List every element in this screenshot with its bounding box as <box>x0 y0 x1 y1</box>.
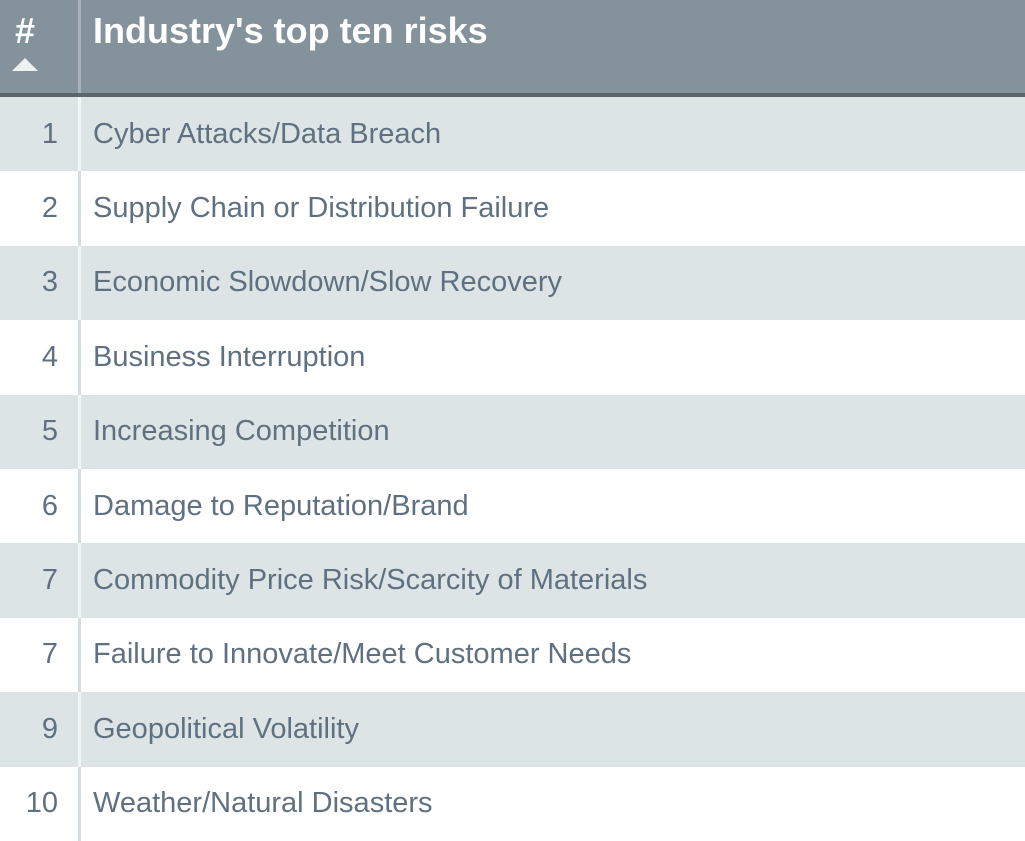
risk-cell: Commodity Price Risk/Scarcity of Materia… <box>78 543 1025 618</box>
risk-cell: Damage to Reputation/Brand <box>78 468 1025 544</box>
table-row: 1 Cyber Attacks/Data Breach <box>0 97 1025 172</box>
rank-cell: 5 <box>0 395 78 469</box>
risk-cell: Geopolitical Volatility <box>78 692 1025 767</box>
risk-label: Increasing Competition <box>93 415 390 448</box>
rank-header-stack: # <box>12 13 38 71</box>
table-row: 4 Business Interruption <box>0 320 1025 395</box>
rank-value: 6 <box>41 489 58 522</box>
risk-label: Weather/Natural Disasters <box>93 787 433 820</box>
rank-cell: 1 <box>0 97 78 171</box>
table-row: 7 Commodity Price Risk/Scarcity of Mater… <box>0 543 1025 618</box>
risk-label: Damage to Reputation/Brand <box>93 489 469 522</box>
risk-cell: Business Interruption <box>78 320 1025 395</box>
risk-label: Commodity Price Risk/Scarcity of Materia… <box>93 564 648 597</box>
table-body: 1 Cyber Attacks/Data Breach 2 Supply Cha… <box>0 97 1025 841</box>
rank-cell: 7 <box>0 543 78 617</box>
rank-value: 5 <box>41 415 58 448</box>
risk-cell: Economic Slowdown/Slow Recovery <box>78 245 1025 321</box>
risk-label: Economic Slowdown/Slow Recovery <box>93 266 563 299</box>
risk-label: Business Interruption <box>93 340 366 373</box>
rank-cell: 3 <box>0 246 78 320</box>
rank-value: 2 <box>41 192 58 225</box>
risk-label: Supply Chain or Distribution Failure <box>93 192 550 225</box>
table-row: 9 Geopolitical Volatility <box>0 692 1025 767</box>
rank-value: 7 <box>41 564 58 597</box>
table-header-row: # Industry's top ten risks <box>0 0 1025 97</box>
rank-cell: 6 <box>0 469 78 543</box>
risk-cell: Cyber Attacks/Data Breach <box>78 97 1025 172</box>
risk-cell: Weather/Natural Disasters <box>78 766 1025 841</box>
table-row: 10 Weather/Natural Disasters <box>0 766 1025 841</box>
risk-cell: Supply Chain or Distribution Failure <box>78 171 1025 246</box>
risk-cell: Increasing Competition <box>78 394 1025 469</box>
rank-value: 4 <box>41 340 58 373</box>
risk-cell: Failure to Innovate/Meet Customer Needs <box>78 617 1025 693</box>
rank-cell: 2 <box>0 171 78 245</box>
risk-label: Cyber Attacks/Data Breach <box>93 117 442 150</box>
rank-cell: 4 <box>0 320 78 394</box>
rank-cell: 9 <box>0 692 78 766</box>
risk-label: Geopolitical Volatility <box>93 712 359 745</box>
table-row: 7 Failure to Innovate/Meet Customer Need… <box>0 617 1025 693</box>
rank-cell: 10 <box>0 767 78 841</box>
table-row: 3 Economic Slowdown/Slow Recovery <box>0 245 1025 321</box>
rank-cell: 7 <box>0 618 78 692</box>
table-row: 5 Increasing Competition <box>0 394 1025 469</box>
risks-column-header-label: Industry's top ten risks <box>93 10 488 51</box>
table-row: 2 Supply Chain or Distribution Failure <box>0 171 1025 246</box>
risks-column-header[interactable]: Industry's top ten risks <box>78 0 1025 93</box>
rank-value: 10 <box>25 787 58 820</box>
rank-value: 3 <box>41 266 58 299</box>
rank-column-header[interactable]: # <box>0 0 78 93</box>
rank-value: 9 <box>41 712 58 745</box>
sort-ascending-icon <box>12 58 38 71</box>
rank-value: 1 <box>41 117 58 150</box>
risk-label: Failure to Innovate/Meet Customer Needs <box>93 638 632 671</box>
table-row: 6 Damage to Reputation/Brand <box>0 468 1025 544</box>
rank-column-header-label: # <box>14 10 36 51</box>
rank-value: 7 <box>41 638 58 671</box>
